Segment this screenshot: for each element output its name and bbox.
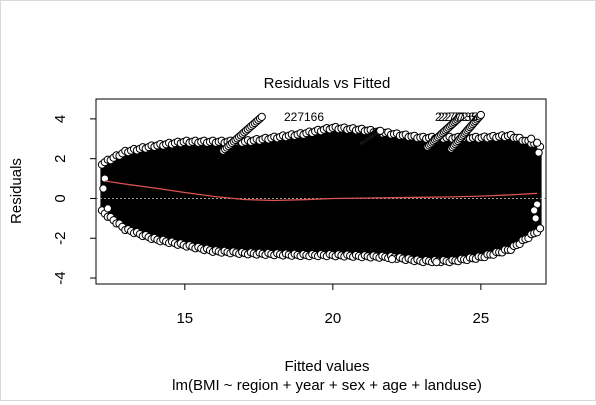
scatter-point [530,206,539,215]
scatter-points [99,134,543,267]
scatter-point [100,174,109,183]
x-tick-label: 25 [473,310,490,327]
scatter-point [432,258,441,267]
chart-title: Residuals vs Fitted [264,75,391,92]
axes: 15 20 25 -4 -2 0 2 4 [52,115,489,327]
y-tick-label: 4 [52,115,69,123]
y-tick-label: -4 [52,271,69,284]
chart-subtitle: lm(BMI ~ region + year + sex + age + lan… [172,377,482,394]
x-axis-label: Fitted values [284,358,369,375]
y-tick-label: -2 [52,232,69,245]
scatter-point [257,112,266,122]
scatter-point [103,204,112,213]
y-tick-label: 0 [52,194,69,202]
point-label: 227726 [435,110,475,124]
scatter-point [533,138,542,147]
scatter-point [531,214,540,223]
point-label: 227166 [284,110,324,124]
scatter-point [456,112,465,122]
y-axis-label: Residuals [8,158,25,224]
scatter-point [99,184,108,193]
outlier-streaks [219,110,485,155]
scatter-point [534,148,543,157]
point-label: 227735 [438,110,478,124]
lines [96,180,546,202]
point-cloud [97,122,545,267]
x-tick-label: 15 [176,310,193,327]
plot-box [95,98,547,285]
x-tick-label: 20 [324,310,341,327]
scatter-point [527,134,536,143]
scatter-point [535,224,545,233]
scatter-point [387,255,397,264]
y-tick-label: 2 [52,155,69,163]
scatter-point [476,110,485,120]
smoother-line [104,180,538,202]
scatter-point [376,126,385,135]
